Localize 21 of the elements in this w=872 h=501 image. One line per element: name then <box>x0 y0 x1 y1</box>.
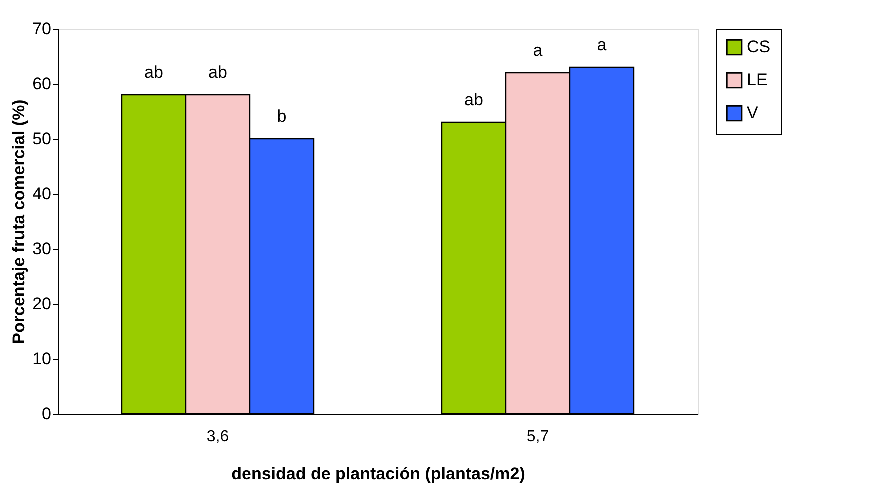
x-tick-label: 3,6 <box>206 428 230 446</box>
data-label: ab <box>464 90 484 110</box>
data-label: a <box>597 36 608 54</box>
x-axis-title: densidad de plantación (plantas/m2) <box>232 464 526 484</box>
y-tick-label: 20 <box>32 294 52 314</box>
y-tick-label: 60 <box>32 74 52 94</box>
y-tick-label: 30 <box>32 240 52 258</box>
y-tick-label: 0 <box>42 404 52 424</box>
data-label: ab <box>144 63 164 82</box>
data-label: b <box>277 107 287 126</box>
y-tick-label: 10 <box>32 350 52 368</box>
legend-label: V <box>747 104 759 122</box>
data-label: ab <box>208 63 228 82</box>
legend-label: LE <box>747 70 768 90</box>
legend-label: CS <box>747 38 771 56</box>
y-axis-title: Porcentaje fruta comercial (%) <box>10 100 29 344</box>
data-label: a <box>533 41 544 60</box>
y-tick-label: 70 <box>32 20 52 38</box>
y-tick-label: 50 <box>32 130 52 148</box>
x-tick-label: 5,7 <box>526 428 550 446</box>
y-tick-label: 40 <box>32 184 52 204</box>
